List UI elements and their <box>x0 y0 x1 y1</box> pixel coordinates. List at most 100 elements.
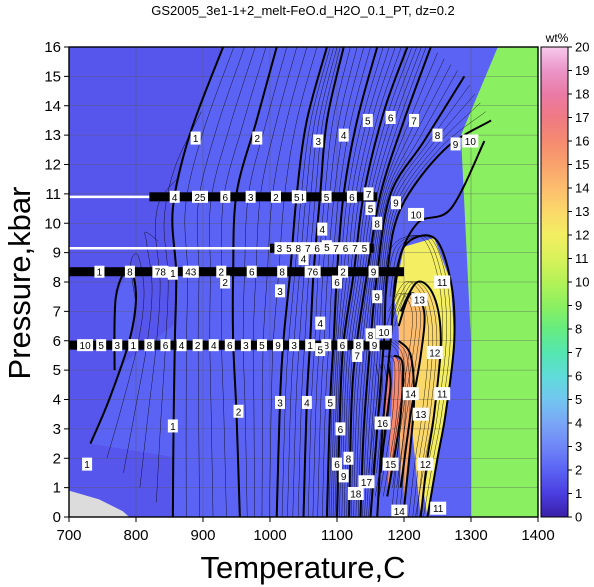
label-band-text: 8 <box>296 244 302 255</box>
contour-label: 8 <box>346 454 352 465</box>
contour-label: 11 <box>437 390 448 401</box>
colorbar-tick-label: 2 <box>575 463 582 478</box>
contour-label-box <box>402 387 419 401</box>
label-band-text: 5 <box>98 341 104 352</box>
colorbar-tick-label: 8 <box>575 322 582 337</box>
label-band-text: 6 <box>227 341 233 352</box>
x-tick-label: 700 <box>56 527 81 544</box>
contour-line-1 <box>89 266 138 444</box>
contour-label-box <box>375 325 392 339</box>
contour-label-box <box>190 131 201 145</box>
label-band-box <box>293 242 304 255</box>
label-band-text: 5 <box>324 193 330 204</box>
contour-label: 5 <box>328 398 334 409</box>
label-band-text: 1 <box>131 341 137 352</box>
label-band-text: 9 <box>371 268 377 279</box>
colorbar-tick-label: 16 <box>575 134 589 149</box>
label-bands: 4256324563587647675187843268762910531864… <box>69 190 404 352</box>
label-band-text: 3 <box>277 244 283 255</box>
colorbar-tick-label: 1 <box>575 486 582 501</box>
label-band-box <box>160 339 171 352</box>
contour-label-box <box>450 137 461 151</box>
label-band-box <box>277 265 288 278</box>
colorbar-tick-label: 19 <box>575 63 589 78</box>
plot-area: 4256324563587647675187843268762910531864… <box>68 46 539 518</box>
label-band-box <box>152 265 169 278</box>
y-tick-label: 0 <box>53 509 61 526</box>
contour-minor <box>381 235 443 517</box>
label-band-text: 6 <box>340 341 346 352</box>
contour-minor <box>156 111 202 503</box>
colorbar-tick-label: 13 <box>575 204 589 219</box>
contour-label-box <box>317 222 328 236</box>
contour-label-box <box>321 240 332 254</box>
label-band-text: 2 <box>273 193 279 204</box>
colorbar-scale <box>540 46 569 518</box>
label-band-text: 5 <box>286 244 292 255</box>
y-tick-label: 14 <box>44 98 61 115</box>
label-band-box <box>256 339 267 352</box>
contour-label-box <box>417 457 434 471</box>
y-tick-label: 5 <box>53 362 61 379</box>
contour-label-box <box>372 290 383 304</box>
contour-label: 12 <box>420 460 432 471</box>
label-band-box <box>346 190 357 203</box>
contour-label: 8 <box>368 331 374 342</box>
contour-minor <box>368 111 486 517</box>
label-band-box <box>192 339 203 352</box>
colorbar-tick-label: 7 <box>575 345 582 360</box>
label-band-box <box>270 190 281 203</box>
label-band-box <box>273 339 284 352</box>
chart-title: GS2005_3e1-1+2_melt-FeO.d_H2O_0.1_PT, dz… <box>151 3 455 18</box>
contour-minor <box>372 364 383 473</box>
contour-label: 2 <box>222 278 228 289</box>
colorbar-tick-label: 20 <box>575 40 589 55</box>
contour-label-box <box>315 316 326 330</box>
contour-label-box <box>385 111 396 124</box>
contour-label: 13 <box>414 296 426 307</box>
y-tick-label: 6 <box>53 333 61 350</box>
contour-label: 4 <box>317 319 323 330</box>
contour-minor <box>374 355 392 497</box>
label-band-box <box>220 190 231 203</box>
y-tick-label: 15 <box>44 68 61 85</box>
y-tick-label: 12 <box>44 157 61 174</box>
contour-label: 4 <box>319 225 325 236</box>
x-tick-label: 1200 <box>387 527 420 544</box>
contour-minor <box>389 235 451 517</box>
label-band-box <box>304 265 321 278</box>
contour-line-13 <box>397 292 426 488</box>
colorbar-tick-label: 4 <box>575 416 582 431</box>
contour-label-box <box>291 190 302 204</box>
contour-label: 7 <box>366 190 372 201</box>
colorbar-tick-label: 18 <box>575 87 589 102</box>
x-tick-label: 1400 <box>521 527 554 544</box>
label-band-box <box>240 339 251 352</box>
contour-label: 3 <box>315 137 321 148</box>
colorbar-tick-label: 12 <box>575 228 589 243</box>
label-band-text: 5 <box>259 341 265 352</box>
label-band-box <box>96 339 107 352</box>
contour-label: 6 <box>388 114 394 125</box>
label-band-box <box>340 242 351 255</box>
contour-label-box <box>313 134 324 148</box>
contour-minor <box>376 364 387 473</box>
contour-label-box <box>365 328 376 342</box>
contour-label: 5 <box>368 205 374 216</box>
contour-label-box <box>462 134 479 148</box>
contour-label: 5 <box>365 116 371 127</box>
contour-label-box <box>352 348 363 362</box>
label-band-text: 4 <box>179 341 185 352</box>
y-tick-label: 3 <box>53 421 61 438</box>
contour-label-box <box>301 395 312 409</box>
label-band-text: 1 <box>307 341 313 352</box>
contour-label: 15 <box>385 460 397 471</box>
label-band-box <box>169 190 180 203</box>
label-band-text: 78 <box>155 268 167 279</box>
contour-label: 1 <box>170 269 176 280</box>
label-band-text: 7 <box>305 244 311 255</box>
label-band-text: 8 <box>147 341 153 352</box>
label-band-text: 9 <box>275 341 281 352</box>
